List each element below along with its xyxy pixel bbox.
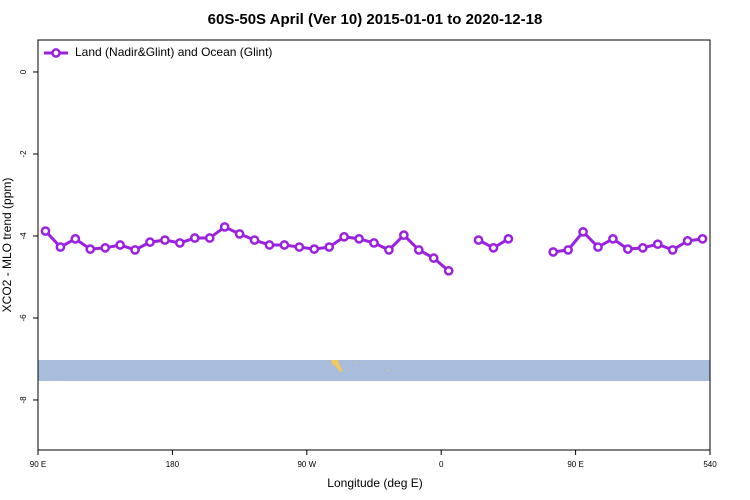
y-tick-label: -2 bbox=[19, 150, 28, 158]
data-point bbox=[339, 231, 349, 242]
data-point bbox=[548, 247, 559, 257]
data-point bbox=[204, 233, 215, 243]
data-point bbox=[488, 243, 499, 253]
x-tick-label: 540 bbox=[703, 460, 717, 469]
data-point bbox=[369, 238, 379, 248]
data-point bbox=[219, 222, 230, 232]
land-patch bbox=[331, 360, 343, 372]
data-point bbox=[503, 234, 514, 244]
data-point bbox=[279, 240, 290, 250]
data-point bbox=[100, 243, 111, 253]
data-point bbox=[652, 239, 663, 250]
data-point bbox=[309, 244, 320, 254]
data-point bbox=[294, 242, 305, 252]
data-point bbox=[428, 253, 439, 263]
plot-frame bbox=[37, 39, 711, 451]
data-point bbox=[563, 245, 573, 255]
data-point bbox=[160, 235, 170, 245]
x-axis-label: Longitude (deg E) bbox=[327, 476, 422, 490]
data-point bbox=[578, 227, 588, 237]
y-tick-label: 0 bbox=[19, 69, 28, 74]
data-point bbox=[697, 234, 708, 244]
y-tick-label: -6 bbox=[19, 314, 28, 322]
data-point bbox=[384, 245, 394, 255]
data-point bbox=[40, 226, 51, 236]
data-point bbox=[55, 242, 66, 252]
legend-marker bbox=[51, 48, 61, 58]
y-tick-label: -8 bbox=[19, 396, 28, 404]
data-point bbox=[145, 237, 155, 247]
data-point bbox=[623, 244, 633, 254]
x-tick-label: 0 bbox=[439, 460, 444, 469]
data-point bbox=[354, 234, 364, 244]
x-tick-label: 90 W bbox=[297, 460, 316, 469]
x-tick-label: 90 E bbox=[567, 460, 583, 469]
map-strip bbox=[38, 360, 710, 381]
y-axis-label: XCO2 - MLO trend (ppm) bbox=[0, 178, 14, 313]
y-tick-label: -4 bbox=[19, 232, 28, 240]
data-point bbox=[473, 235, 484, 245]
data-point bbox=[682, 236, 693, 246]
data-point bbox=[324, 242, 335, 252]
data-point bbox=[593, 242, 603, 252]
data-point bbox=[637, 243, 648, 253]
legend-label: Land (Nadir&Glint) and Ocean (Glint) bbox=[75, 45, 272, 59]
data-point bbox=[667, 245, 678, 255]
data-point bbox=[189, 233, 200, 243]
series-line bbox=[44, 225, 703, 272]
data-point bbox=[175, 238, 185, 248]
data-point bbox=[249, 235, 260, 245]
data-point bbox=[234, 229, 245, 239]
data-point bbox=[399, 230, 409, 241]
data-point bbox=[608, 234, 618, 244]
x-tick-label: 90 E bbox=[30, 460, 46, 469]
ocean-band bbox=[38, 360, 710, 381]
data-point bbox=[70, 234, 81, 244]
data-point bbox=[85, 244, 96, 254]
data-point bbox=[413, 245, 424, 255]
chart-title: 60S-50S April (Ver 10) 2015-01-01 to 202… bbox=[208, 11, 543, 28]
data-point bbox=[115, 240, 125, 250]
land-patch bbox=[354, 362, 356, 363]
data-point bbox=[264, 240, 275, 250]
data-point bbox=[443, 265, 454, 276]
land-patch bbox=[387, 370, 389, 371]
x-tick-label: 180 bbox=[166, 460, 180, 469]
data-point bbox=[130, 245, 140, 255]
